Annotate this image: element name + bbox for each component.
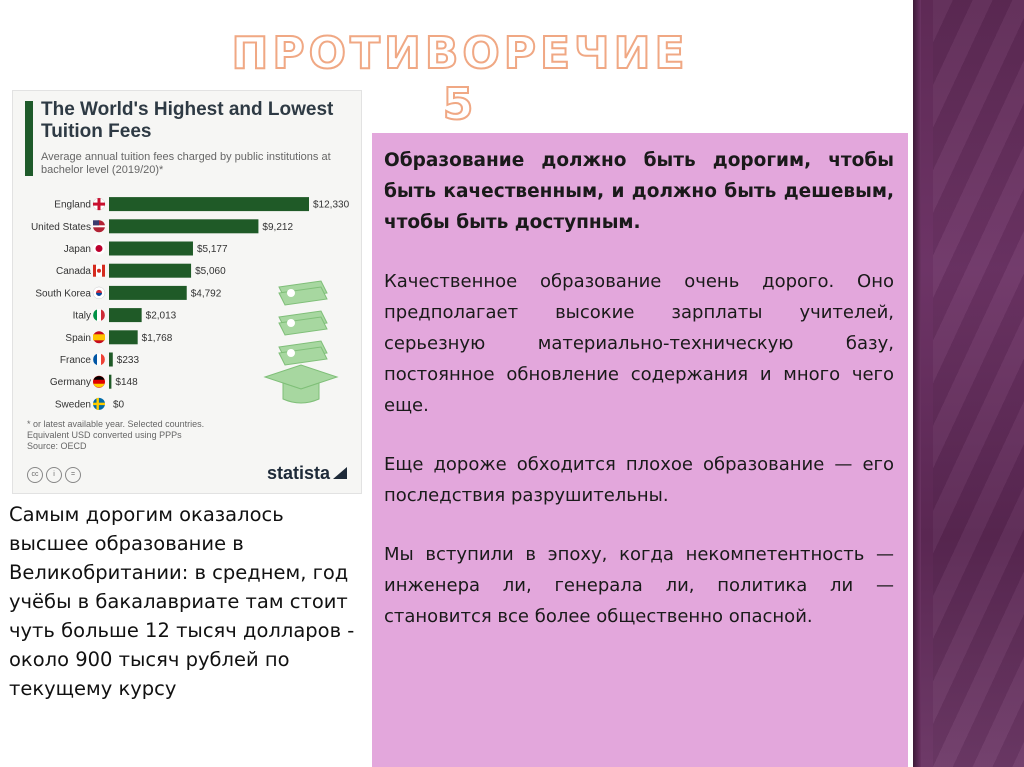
value-label: $5,177 [197, 244, 228, 255]
category-label: Sweden [55, 399, 91, 410]
chart-subtitle: Average annual tuition fees charged by p… [41, 151, 331, 176]
paragraph-thesis: Образование должно быть дорогим, чтобы б… [384, 150, 894, 233]
category-label: Canada [56, 266, 91, 277]
us-flag-icon [93, 220, 105, 233]
france-flag-icon [93, 353, 105, 366]
category-label: Germany [50, 377, 91, 388]
paragraph-bad-education: Еще дороже обходится плохое образование … [384, 454, 894, 506]
bar [109, 330, 138, 345]
spain-flag-icon [93, 331, 105, 344]
category-label: United States [31, 222, 91, 233]
chart-note-line: * or latest available year. Selected cou… [27, 419, 205, 429]
decorative-sidebar [913, 0, 1024, 767]
italy-flag-icon [93, 309, 105, 322]
value-label: $12,330 [313, 200, 350, 211]
statista-mark-icon [333, 467, 347, 479]
license-icons: cc i = [27, 467, 81, 483]
category-label: Spain [65, 333, 91, 344]
england-flag-icon [92, 197, 106, 211]
value-label: $0 [113, 399, 125, 410]
value-label: $5,060 [195, 266, 226, 277]
category-label: England [54, 200, 91, 211]
bar [109, 308, 142, 323]
info-icon: i [46, 467, 62, 483]
bar [109, 352, 113, 367]
chart-note-line: Equivalent USD converted using PPPs [27, 430, 182, 440]
japan-flag-icon [93, 242, 105, 255]
paragraph-quality: Качественное образование очень дорого. О… [384, 271, 894, 416]
slide-title: ПРОТИВОРЕЧИЕ 5 [231, 27, 689, 131]
equals-icon: = [65, 467, 81, 483]
bar [109, 197, 309, 212]
germany-flag-icon [93, 375, 105, 388]
chart-plot: England $12,330 United States $9,212 Japan $5… [31, 197, 350, 410]
chart-caption: Самым дорогим оказалось высшее образован… [9, 503, 355, 700]
value-label: $4,792 [191, 288, 222, 299]
chart-notes: * or latest available year. Selected cou… [27, 419, 277, 452]
cc-icon: cc [27, 467, 43, 483]
bar [109, 374, 112, 389]
bar [109, 241, 193, 256]
money-graduation-icon [263, 280, 339, 404]
bar [109, 219, 259, 234]
category-label: South Korea [35, 288, 91, 299]
value-label: $9,212 [262, 222, 293, 233]
bar [109, 285, 187, 300]
statista-logo: statista [267, 463, 331, 483]
canada-flag-icon [93, 264, 105, 277]
value-label: $233 [117, 355, 140, 366]
paragraph-incompetence: Мы вступили в эпоху, когда некомпетентно… [384, 544, 894, 627]
tuition-chart: The World's Highest and Lowest Tuition F… [12, 90, 362, 494]
category-label: France [60, 355, 92, 366]
text-box: Образование должно быть дорогим, чтобы б… [372, 133, 908, 767]
chart-note-line: Source: OECD [27, 441, 87, 451]
sweden-flag-icon [93, 397, 105, 410]
category-label: Japan [64, 244, 91, 255]
chart-accent-bar [25, 101, 33, 176]
value-label: $148 [115, 377, 138, 388]
value-label: $2,013 [146, 311, 177, 322]
value-label: $1,768 [142, 333, 173, 344]
category-label: Italy [73, 311, 91, 322]
south-korea-flag-icon [92, 286, 106, 300]
bar [109, 263, 192, 278]
chart-title: The World's Highest and Lowest Tuition F… [41, 99, 334, 142]
